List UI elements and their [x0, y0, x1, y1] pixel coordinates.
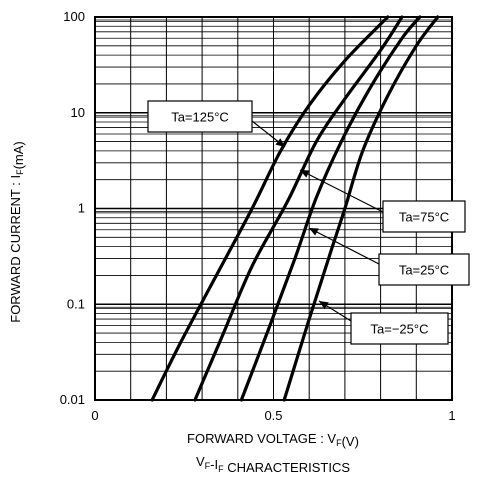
callout-arrow-head	[275, 138, 285, 147]
callout-arrow-head	[319, 301, 329, 310]
y-axis-label: FORWARD CURRENT : IF(mA)	[8, 141, 26, 323]
series-line	[193, 15, 404, 402]
callout-box	[382, 200, 466, 233]
callout-box	[147, 100, 253, 133]
callout: Ta=125°C	[147, 100, 286, 148]
series-label: Ta=−25°C	[371, 322, 429, 337]
series-line	[150, 15, 390, 402]
callout-arrow-head	[309, 228, 319, 236]
y-tick-label: 100	[63, 9, 85, 24]
callout: Ta=75°C	[299, 169, 466, 233]
x-tick-label: 0.5	[264, 408, 282, 423]
series-line	[239, 15, 422, 402]
callout-box	[378, 253, 470, 286]
series-lines	[150, 15, 440, 402]
series-line	[282, 15, 440, 402]
series-label: Ta=25°C	[399, 263, 449, 278]
callout-arrow-line	[308, 227, 380, 265]
y-tick-label: 1	[78, 201, 85, 216]
callout-arrow-line	[299, 169, 384, 213]
y-tick-label: 10	[71, 105, 85, 120]
y-tick-label: 0.1	[67, 296, 85, 311]
callout-box	[350, 312, 449, 345]
callout: Ta=25°C	[308, 227, 470, 286]
callout-arrow-head	[300, 170, 310, 178]
x-axis-label: FORWARD VOLTAGE : VF(V)	[187, 431, 359, 449]
callout: Ta=−25°C	[318, 300, 449, 345]
x-tick-label: 1	[448, 408, 455, 423]
y-tick-label: 0.01	[60, 392, 85, 407]
series-label: Ta=125°C	[171, 110, 229, 125]
series-label: Ta=75°C	[399, 210, 449, 225]
chart-subtitle: VF-IF CHARACTERISTICS	[196, 454, 350, 475]
x-tick-label: 0	[91, 408, 98, 423]
callouts: Ta=125°C Ta=75°C Ta=25°C Ta=−25°C	[147, 100, 470, 345]
